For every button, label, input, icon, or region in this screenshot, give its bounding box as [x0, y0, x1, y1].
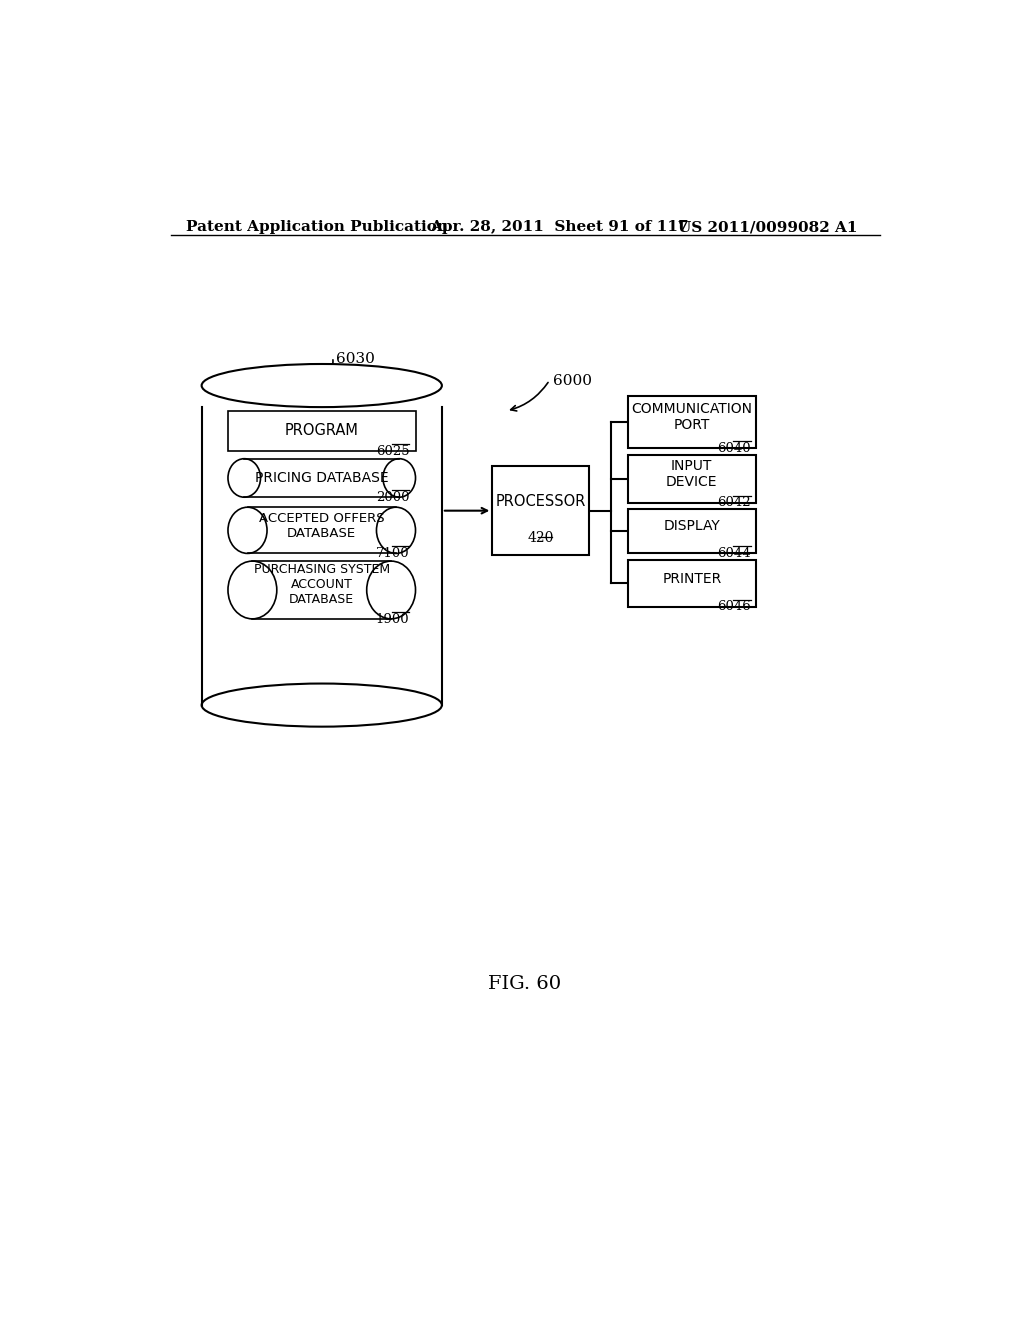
Ellipse shape: [228, 561, 276, 619]
Bar: [628, 561, 756, 607]
Text: 420: 420: [527, 531, 554, 545]
Text: PROCESSOR: PROCESSOR: [496, 494, 586, 508]
Bar: [628, 508, 756, 553]
Bar: [248, 507, 396, 553]
Text: 6000: 6000: [553, 374, 592, 388]
Bar: [628, 455, 756, 503]
Text: 2000: 2000: [376, 491, 410, 504]
Text: Patent Application Publication: Patent Application Publication: [186, 220, 449, 234]
Ellipse shape: [228, 458, 260, 498]
Text: 7100: 7100: [376, 548, 410, 560]
Ellipse shape: [367, 561, 416, 619]
Bar: [493, 466, 589, 554]
Text: 6025: 6025: [376, 445, 410, 458]
Ellipse shape: [377, 507, 416, 553]
Bar: [245, 459, 399, 498]
Text: 6042: 6042: [718, 496, 751, 510]
Text: COMMUNICATION
PORT: COMMUNICATION PORT: [632, 403, 753, 432]
Text: 6044: 6044: [718, 548, 751, 560]
Ellipse shape: [383, 458, 416, 498]
Ellipse shape: [228, 507, 267, 553]
Text: FIG. 60: FIG. 60: [488, 974, 561, 993]
Text: 6046: 6046: [718, 601, 751, 614]
Text: PRICING DATABASE: PRICING DATABASE: [255, 471, 388, 484]
Bar: [202, 407, 442, 705]
Text: 1900: 1900: [376, 612, 410, 626]
Text: INPUT
DEVICE: INPUT DEVICE: [666, 459, 718, 490]
Text: US 2011/0099082 A1: US 2011/0099082 A1: [678, 220, 858, 234]
Text: Apr. 28, 2011  Sheet 91 of 117: Apr. 28, 2011 Sheet 91 of 117: [430, 220, 689, 234]
Text: 6030: 6030: [336, 352, 375, 367]
Text: 6040: 6040: [718, 442, 751, 455]
Bar: [252, 561, 391, 619]
Text: PRINTER: PRINTER: [663, 572, 722, 586]
Bar: [628, 396, 756, 447]
Ellipse shape: [202, 364, 442, 407]
Text: PURCHASING SYSTEM
ACCOUNT
DATABASE: PURCHASING SYSTEM ACCOUNT DATABASE: [254, 562, 390, 606]
Ellipse shape: [202, 684, 442, 726]
Bar: [228, 411, 416, 451]
Text: ACCEPTED OFFERS
DATABASE: ACCEPTED OFFERS DATABASE: [259, 512, 385, 540]
Text: PROGRAM: PROGRAM: [285, 424, 358, 438]
Text: DISPLAY: DISPLAY: [664, 520, 720, 533]
